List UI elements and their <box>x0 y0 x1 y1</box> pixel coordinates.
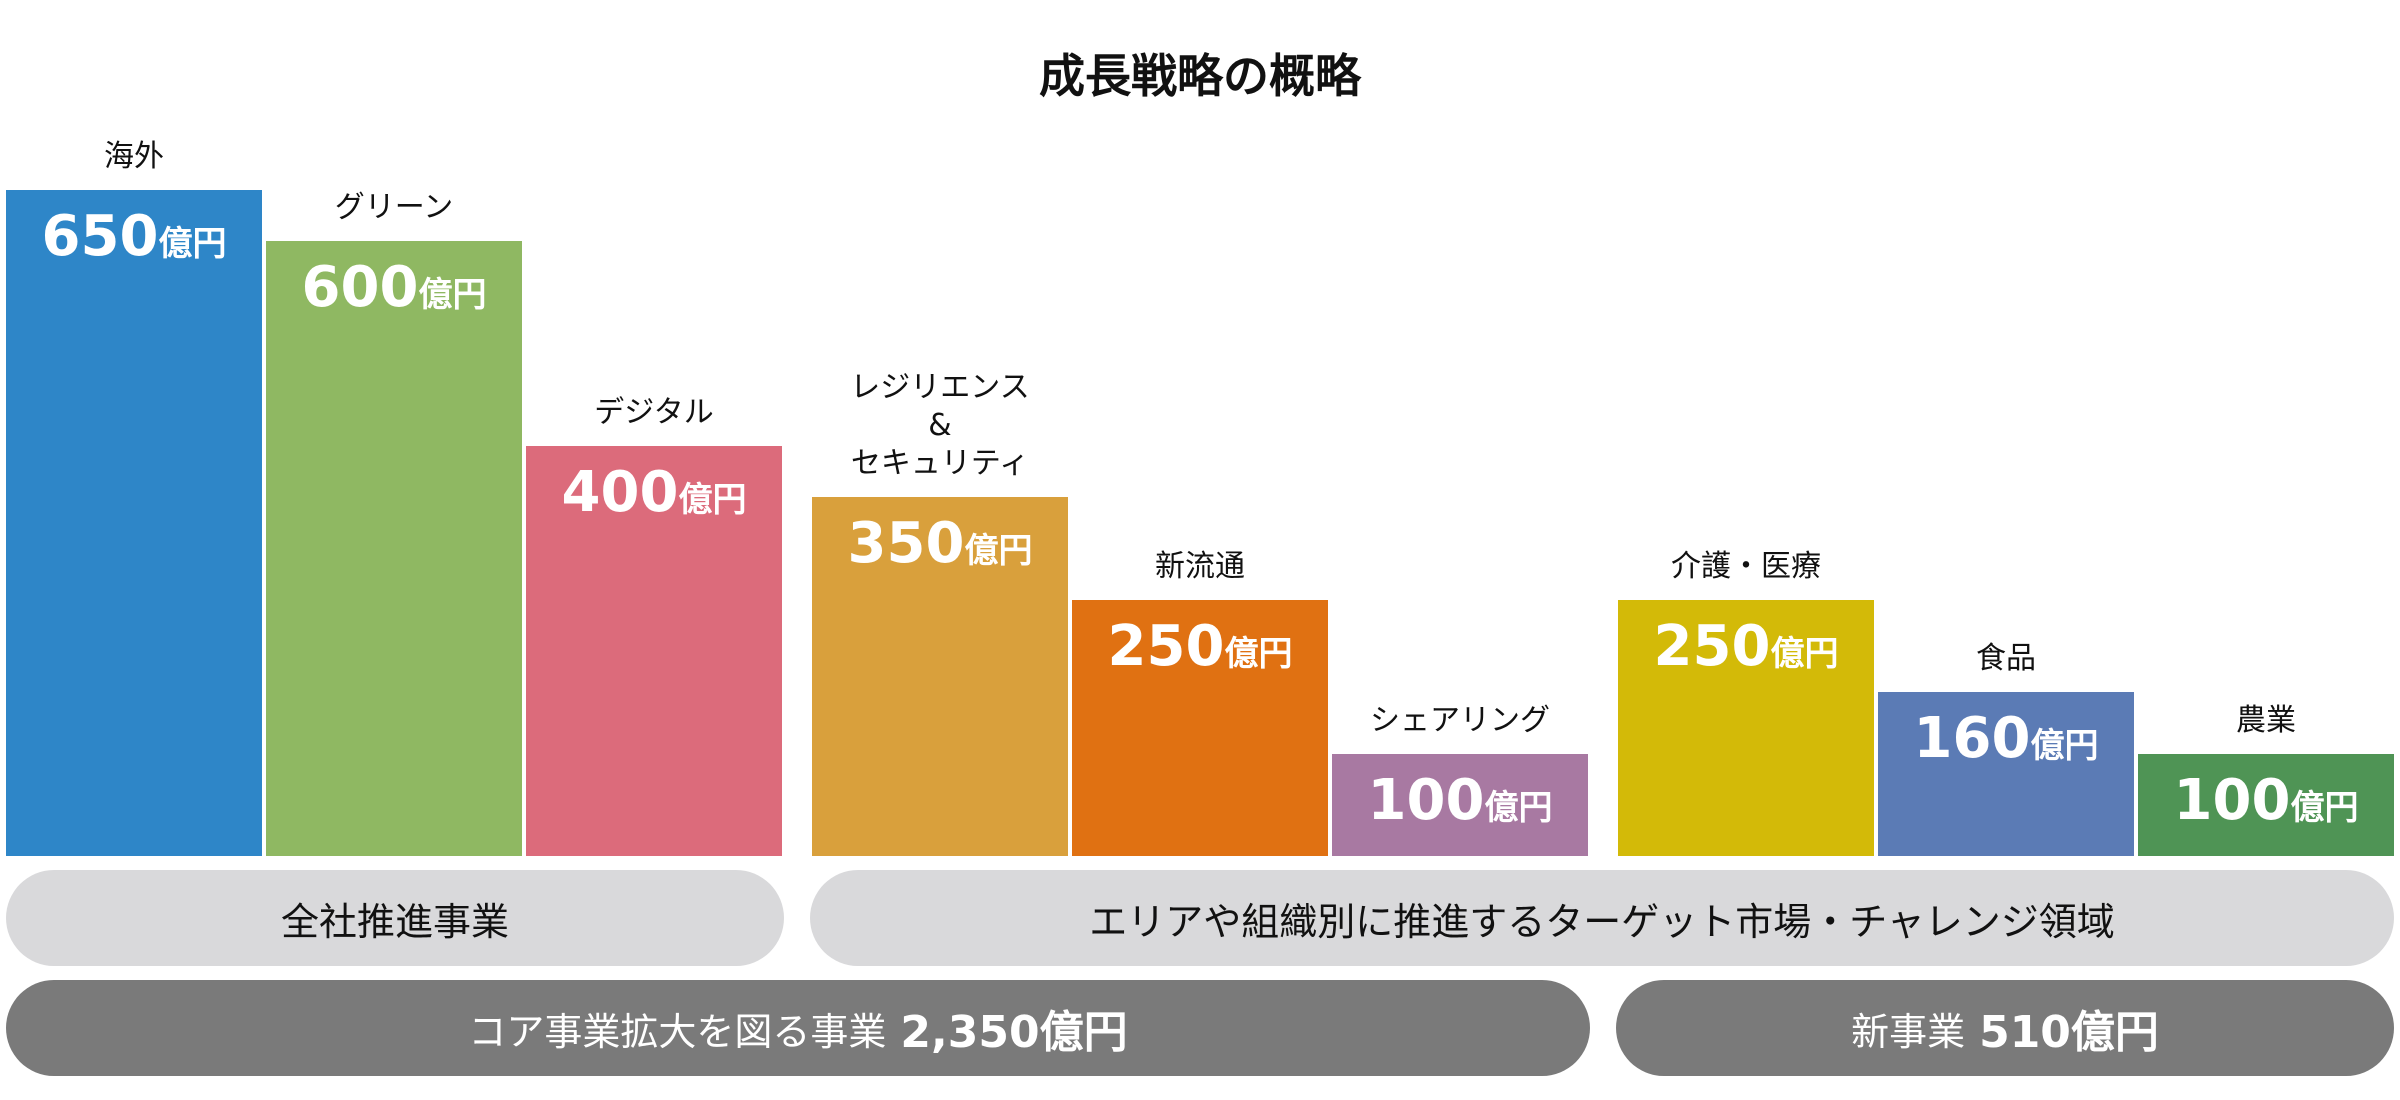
group-pill-zensha: 全社推進事業 <box>6 870 784 966</box>
category-label-6: 介護・医療 <box>1671 548 1821 584</box>
group-pill-new-label: 新事業 <box>1851 1009 1966 1054</box>
bar-0: 650億円 <box>6 190 262 856</box>
bar-value-number-1: 600 <box>301 255 419 321</box>
bar-3: 350億円 <box>812 497 1068 856</box>
chart-title: 成長戦略の概略 <box>1039 49 1361 103</box>
bar-8: 100億円 <box>2138 753 2394 856</box>
group-pill-core-label: コア事業拡大を図る事業 <box>468 1009 887 1054</box>
bar-value-unit-0: 億円 <box>158 224 227 264</box>
bar-value-number-4: 250 <box>1107 613 1225 679</box>
bar-value-number-7: 160 <box>1913 706 2031 772</box>
bar-value-label-8: 100億円 <box>2138 768 2394 833</box>
bar-value-label-0: 650億円 <box>6 204 262 269</box>
bar-value-unit-6: 億円 <box>1770 633 1839 674</box>
group-pill-zensha-label: 全社推進事業 <box>280 899 509 944</box>
group-pill-new-value: 510億円 <box>1979 1007 2159 1058</box>
bar-value-number-6: 250 <box>1653 613 1771 679</box>
bar-value-number-8: 100 <box>2173 767 2291 833</box>
group-pill-new: 新事業 510億円 <box>1616 980 2394 1076</box>
group-pill-area: エリアや組織別に推進するターゲット市場・チャレンジ領域 <box>810 870 2394 966</box>
bar-7: 160億円 <box>1878 692 2134 856</box>
bar-value-number-3: 350 <box>847 511 965 577</box>
category-label-7: 食品 <box>1976 641 2036 677</box>
bar-value-label-6: 250億円 <box>1618 614 1874 679</box>
category-label-2: デジタル <box>594 395 714 431</box>
bar-6: 250億円 <box>1618 599 1874 856</box>
bar-4: 250億円 <box>1072 599 1328 856</box>
bar-value-label-5: 100億円 <box>1332 768 1588 833</box>
group-pill-core: コア事業拡大を図る事業 2,350億円 <box>6 980 1590 1076</box>
bar-value-unit-5: 億円 <box>1484 787 1553 828</box>
category-label-3: レジリエンス & セキュリティ <box>850 370 1030 482</box>
bar-value-unit-4: 億円 <box>1224 633 1293 674</box>
bar-value-label-3: 350億円 <box>812 511 1068 576</box>
bar-value-number-5: 100 <box>1367 767 1485 833</box>
category-label-5: シェアリング <box>1370 702 1550 738</box>
bar-1: 600億円 <box>266 241 522 856</box>
bar-value-unit-7: 億円 <box>2030 726 2099 767</box>
bar-value-label-4: 250億円 <box>1072 614 1328 679</box>
bar-value-label-1: 600億円 <box>266 255 522 320</box>
category-label-4: 新流通 <box>1155 548 1245 584</box>
bar-value-number-0: 650 <box>41 204 159 269</box>
category-label-8: 農業 <box>2236 702 2296 738</box>
bar-value-label-7: 160億円 <box>1878 706 2134 771</box>
bar-value-unit-2: 億円 <box>678 480 747 521</box>
bar-value-unit-8: 億円 <box>2290 787 2359 828</box>
group-pill-core-value: 2,350億円 <box>900 1007 1128 1058</box>
bar-value-number-2: 400 <box>561 460 679 526</box>
bar-2: 400億円 <box>526 446 782 856</box>
bar-value-label-2: 400億円 <box>526 460 782 525</box>
category-label-0: 海外 <box>104 139 164 174</box>
bar-5: 100億円 <box>1332 753 1588 856</box>
group-pill-area-label: エリアや組織別に推進するターゲット市場・チャレンジ領域 <box>1089 899 2115 944</box>
bar-value-unit-3: 億円 <box>964 531 1033 572</box>
bar-value-unit-1: 億円 <box>418 275 487 316</box>
category-label-1: グリーン <box>334 190 454 226</box>
